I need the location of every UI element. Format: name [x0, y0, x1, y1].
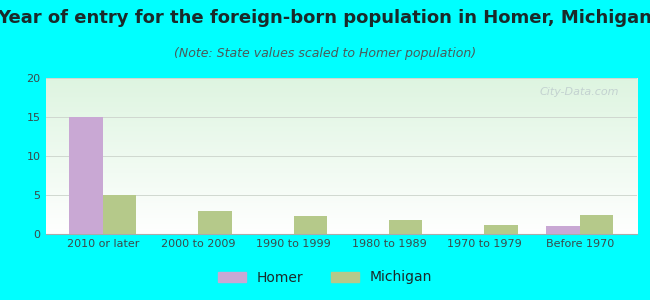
Bar: [70, 117, 103, 234]
Text: (Note: State values scaled to Homer population): (Note: State values scaled to Homer popu…: [174, 46, 476, 59]
Legend: Homer, Michigan: Homer, Michigan: [212, 265, 438, 290]
Bar: [580, 215, 613, 234]
Bar: [198, 211, 231, 234]
Bar: [103, 195, 136, 234]
Text: City-Data.com: City-Data.com: [540, 87, 619, 98]
Bar: [294, 216, 327, 234]
Bar: [484, 225, 518, 234]
Bar: [389, 220, 422, 234]
Text: Year of entry for the foreign-born population in Homer, Michigan: Year of entry for the foreign-born popul…: [0, 9, 650, 27]
Bar: [547, 226, 580, 234]
